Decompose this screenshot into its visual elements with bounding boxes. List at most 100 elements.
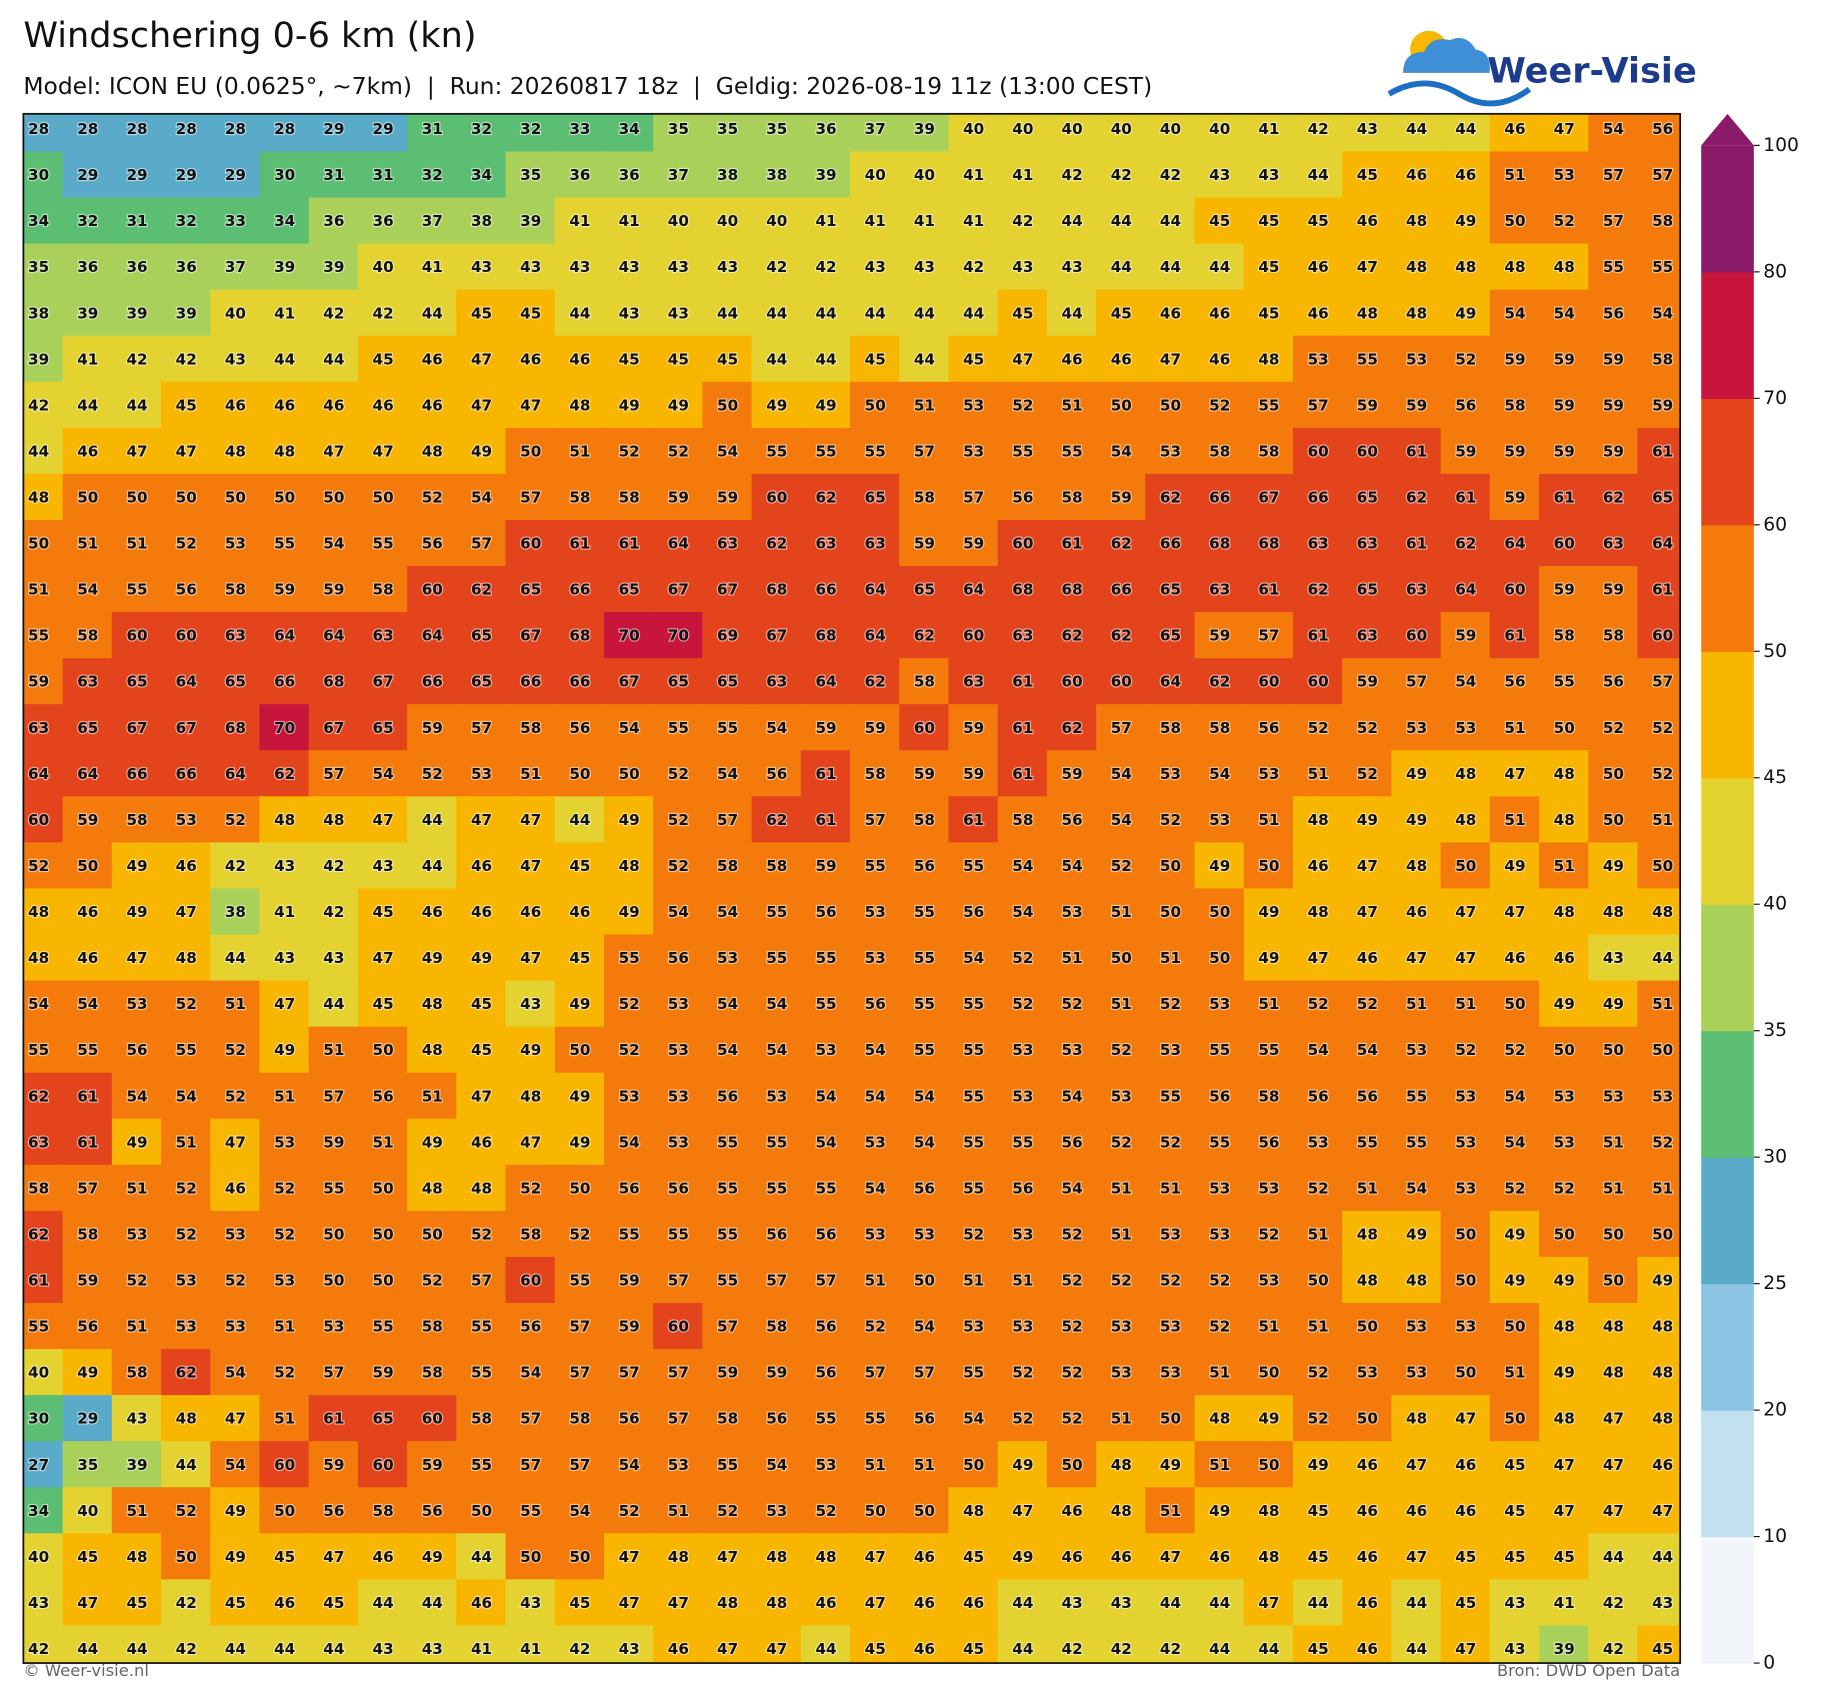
grid-cell <box>505 1026 556 1074</box>
cell-label: 61 <box>815 765 836 783</box>
cell-label: 47 <box>126 442 147 460</box>
cell-label: 40 <box>1160 120 1181 138</box>
cell-label: 35 <box>717 120 738 138</box>
cell-label: 28 <box>77 120 98 138</box>
grid-cell <box>1243 704 1295 752</box>
grid-cell <box>948 1302 999 1351</box>
cell-label: 49 <box>1209 857 1230 875</box>
cell-label: 63 <box>963 673 984 691</box>
grid-cell <box>800 1533 852 1581</box>
cell-label: 65 <box>520 581 541 599</box>
cell-label: 53 <box>1258 1179 1279 1197</box>
grid-cell <box>259 1441 310 1489</box>
cell-label: 55 <box>717 1456 738 1474</box>
grid-cell <box>505 796 556 844</box>
cell-label: 62 <box>1111 627 1132 645</box>
cell-label: 52 <box>1111 857 1132 875</box>
grid-cell <box>111 1533 163 1581</box>
grid-cell <box>899 289 950 337</box>
grid-cell <box>1194 113 1245 153</box>
cell-label: 52 <box>1160 1272 1181 1290</box>
grid-cell <box>62 1349 113 1397</box>
cell-label: 48 <box>1406 304 1427 322</box>
grid-cell <box>505 888 556 936</box>
grid-cell <box>751 427 802 476</box>
grid-cell <box>1046 1118 1098 1166</box>
cell-label: 50 <box>373 1179 394 1197</box>
cell-label: 68 <box>1012 581 1033 599</box>
cell-label: 52 <box>1603 719 1624 737</box>
grid-cell <box>603 1395 655 1443</box>
cell-label: 59 <box>1554 350 1575 368</box>
cell-label: 44 <box>1603 1548 1624 1566</box>
grid-cell <box>1391 1533 1442 1581</box>
cell-label: 58 <box>373 1502 394 1520</box>
cell-label: 60 <box>126 627 147 645</box>
cell-label: 56 <box>914 1179 935 1197</box>
grid-cell <box>161 704 212 752</box>
cell-label: 40 <box>28 1548 49 1566</box>
cell-label: 59 <box>619 1272 640 1290</box>
cell-label: 57 <box>717 1318 738 1336</box>
grid-cell <box>1243 1210 1295 1259</box>
grid-cell <box>1194 1395 1245 1443</box>
cell-label: 54 <box>1111 442 1132 460</box>
grid-cell <box>1539 704 1590 752</box>
grid-cell <box>1489 1533 1541 1581</box>
grid-cell <box>407 1579 458 1627</box>
cell-label: 47 <box>1357 903 1378 921</box>
grid-cell <box>62 980 113 1028</box>
grid-cell <box>1046 1533 1098 1581</box>
grid-cell <box>1145 1302 1196 1351</box>
cell-label: 38 <box>28 304 49 322</box>
grid-cell <box>62 243 113 291</box>
grid-cell <box>1145 1210 1196 1259</box>
cell-label: 57 <box>914 1364 935 1382</box>
grid-cell <box>23 1487 64 1535</box>
grid-cell <box>62 612 113 660</box>
grid-cell <box>23 1164 64 1213</box>
grid-cell <box>308 335 360 383</box>
cell-label: 55 <box>717 719 738 737</box>
cell-label: 62 <box>1455 535 1476 553</box>
cell-label: 42 <box>1603 1594 1624 1612</box>
cell-label: 44 <box>914 350 935 368</box>
grid-cell <box>1292 1164 1344 1213</box>
grid-cell <box>850 113 901 153</box>
cell-label: 54 <box>963 949 984 967</box>
grid-cell <box>259 1210 310 1259</box>
cell-label: 66 <box>1308 489 1329 507</box>
grid-cell <box>1046 1256 1098 1305</box>
cell-label: 56 <box>1603 673 1624 691</box>
cell-label: 60 <box>1308 442 1329 460</box>
cell-label: 59 <box>274 581 295 599</box>
grid-cell <box>1096 1210 1147 1259</box>
grid-cell <box>702 842 753 890</box>
cell-label: 50 <box>1258 1364 1279 1382</box>
grid-cell <box>357 796 409 844</box>
grid-cell <box>357 289 409 337</box>
cell-label: 53 <box>1111 1087 1132 1105</box>
grid-cell <box>1096 151 1147 199</box>
grid-cell <box>111 1625 163 1664</box>
cell-label: 59 <box>323 581 344 599</box>
cell-label: 67 <box>717 581 738 599</box>
grid-cell <box>161 1256 212 1305</box>
grid-cell <box>702 1026 753 1074</box>
cell-label: 65 <box>717 673 738 691</box>
grid-cell <box>653 1302 704 1351</box>
grid-cell <box>23 1118 64 1166</box>
grid-cell <box>997 1026 1049 1074</box>
cell-label: 51 <box>1111 1179 1132 1197</box>
grid-cell <box>62 519 113 568</box>
grid-cell <box>357 704 409 752</box>
cell-label: 52 <box>1111 1041 1132 1059</box>
grid-cell <box>1637 1302 1681 1351</box>
grid-cell <box>161 934 212 982</box>
cell-label: 45 <box>717 350 738 368</box>
grid-cell <box>62 381 113 430</box>
grid-cell <box>653 381 704 430</box>
cell-label: 44 <box>815 350 836 368</box>
grid-cell <box>407 1118 458 1166</box>
grid-cell <box>505 197 556 245</box>
